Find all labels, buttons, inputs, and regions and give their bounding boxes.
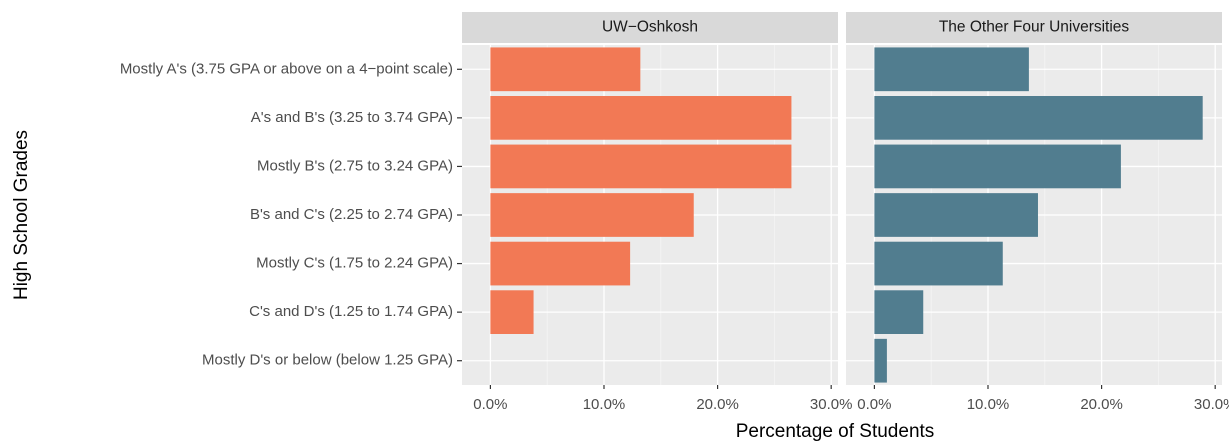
bar — [490, 193, 694, 237]
y-tick-label: C's and D's (1.25 to 1.74 GPA) — [249, 303, 453, 320]
y-tick-label: Mostly C's (1.75 to 2.24 GPA) — [256, 255, 453, 272]
x-tick-label: 0.0% — [473, 396, 507, 413]
x-tick-label: 0.0% — [857, 396, 891, 413]
x-tick-label: 20.0% — [1080, 396, 1123, 413]
bar — [874, 338, 887, 383]
x-tick-label: 30.0% — [1194, 396, 1229, 413]
bar — [490, 144, 792, 189]
y-tick-label: Mostly D's or below (below 1.25 GPA) — [202, 352, 453, 369]
x-tick-label: 20.0% — [696, 396, 739, 413]
bar — [874, 144, 1121, 189]
bar — [874, 193, 1038, 237]
bar — [490, 96, 792, 140]
bar — [874, 290, 924, 334]
y-axis-title: High School Grades — [11, 130, 32, 300]
y-tick-label: A's and B's (3.25 to 3.74 GPA) — [251, 109, 453, 126]
y-tick-label: Mostly B's (2.75 to 3.24 GPA) — [257, 157, 453, 174]
facet-title: UW−Oshkosh — [602, 19, 698, 36]
strip — [846, 12, 1222, 43]
x-tick-label: 10.0% — [967, 396, 1010, 413]
x-axis-title: Percentage of Students — [736, 421, 935, 442]
facet-title: The Other Four Universities — [939, 19, 1130, 36]
bar — [874, 241, 1003, 286]
x-tick-label: 30.0% — [810, 396, 853, 413]
bar — [874, 96, 1203, 140]
bar — [490, 290, 534, 334]
bar — [490, 47, 641, 92]
y-tick-label: B's and C's (2.25 to 2.74 GPA) — [250, 206, 453, 223]
x-tick-label: 10.0% — [583, 396, 626, 413]
bar — [490, 241, 631, 286]
bar — [874, 47, 1029, 92]
strip — [462, 12, 838, 43]
y-tick-label: Mostly A's (3.75 GPA or above on a 4−poi… — [120, 60, 453, 77]
